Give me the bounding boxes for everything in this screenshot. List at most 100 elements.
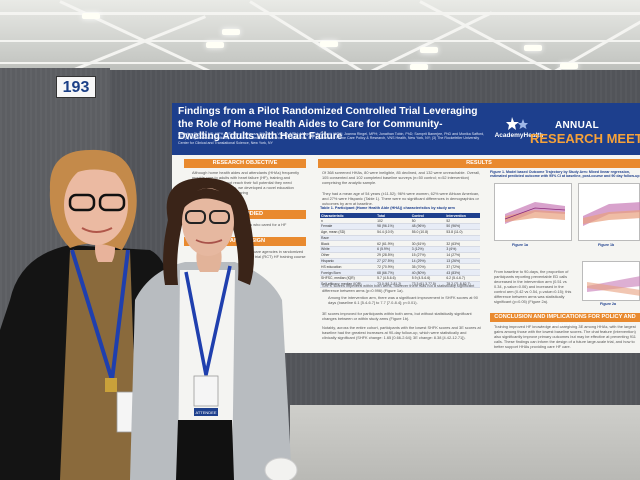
ceiling-light <box>222 29 240 35</box>
table-row: White 6 (5.9%) 3 (12%) 3 (6%) <box>320 246 480 253</box>
table-cell: 50 <box>410 218 446 224</box>
glasses-right-r <box>209 210 230 224</box>
results-text-2: They had a mean age of 54 years (±11.52)… <box>322 191 480 206</box>
table-cell: 5.9 (4.5-6.6) <box>410 275 446 282</box>
design-text: Home care agencies in randomized control… <box>242 249 306 259</box>
badge-right-strip <box>194 408 218 416</box>
table-cell <box>410 235 446 242</box>
section-header-results: RESULTS <box>318 159 640 168</box>
table-cell: White <box>320 246 377 253</box>
table-cell: 3 (12%) <box>410 246 446 253</box>
ceiling-light <box>524 45 542 51</box>
conclusion-text: Training improved HF knowledge and careg… <box>494 324 636 349</box>
ceiling-beam <box>0 62 640 64</box>
table-cell: 73.0 (61.2-81.2) <box>376 281 411 288</box>
table-cell: 50 (96%) <box>445 223 480 230</box>
table-cell: 62 (61.9%) <box>376 240 411 248</box>
section-header-objective: RESEARCH OBJECTIVE <box>184 159 306 168</box>
demographics-table: Characteristic Total Control Intervention n… <box>320 213 480 288</box>
results-text-4: Among the intervention arm, there was a … <box>328 295 478 305</box>
figure-2a <box>582 261 640 301</box>
figure-1b-plot <box>583 202 640 226</box>
table-row: Other 29 (28.5%) 15 (27%) 14 (27%) <box>320 252 480 259</box>
person-left <box>0 149 175 480</box>
table-row: Hispanic 27 (27.5%) 14 (29%) 13 (26%) <box>320 258 480 265</box>
brown-top <box>60 250 138 480</box>
star-icon <box>506 117 528 130</box>
poster-header: Findings from a Pilot Randomized Control… <box>172 103 640 155</box>
figure-2a-label: Figure 2a <box>600 302 616 306</box>
table-row: Foreign Born 68 (66.7%) 40 (80%) 43 (83%) <box>320 269 480 276</box>
table-cell: 48 (96%) <box>410 223 446 230</box>
table-header-cell: Total <box>376 213 411 219</box>
figure-1a-label: Figure 1a <box>512 243 528 247</box>
poster-authors: Madeline Sterling, MD, MPH, MS; Cisco Es… <box>178 132 485 145</box>
figure-1b <box>578 183 640 241</box>
table-row: Female 98 (96.1%) 48 (96%) 50 (96%) <box>320 223 480 230</box>
ceiling-light <box>410 64 428 70</box>
table-cell: 3 (6%) <box>445 246 480 253</box>
smile-right <box>195 239 223 244</box>
table-cell: 40 (80%) <box>410 269 446 276</box>
table-cell: 13 (26%) <box>445 258 480 265</box>
bangs <box>62 162 128 180</box>
table-cell: 32 (63%) <box>445 240 480 248</box>
badge-clip-left <box>105 378 117 392</box>
person-right: ATTENDEE <box>130 177 298 480</box>
table-row: Age, mean (SD) 54.4 (10.9) 55.0 (10.8) 53.8… <box>320 229 480 236</box>
table-cell: Age, mean (SD) <box>320 229 377 236</box>
table-cell <box>376 235 411 242</box>
table-cell: 14 (29%) <box>410 258 446 265</box>
figure-caption: Figure 1. Model based Outcome Trajectory… <box>490 170 640 178</box>
meeting-title-line2: RESEARCH MEETING <box>530 131 640 146</box>
results-text-5: 3E scores improved for participants with… <box>322 311 472 321</box>
table-row: Black 62 (61.9%) 30 (61%) 32 (63%) <box>320 240 480 248</box>
table-cell: 68 (66.7%) <box>376 269 411 276</box>
table-header-cell: Intervention <box>445 213 480 219</box>
table-cell: 37 (72%) <box>445 263 480 271</box>
face-left <box>64 165 128 245</box>
table-cell: Race <box>320 235 377 242</box>
table-row: n 102 50 52 <box>320 218 480 224</box>
table-cell: 35 (70%) <box>410 263 446 271</box>
table-cell: HS education <box>320 263 377 271</box>
section-header-conclusion: CONCLUSION AND IMPLICATIONS FOR POLICY A… <box>490 313 640 329</box>
table-cell: Self-efficacy, median (IQR) <box>320 281 377 288</box>
table-cell: Foreign Born <box>320 269 377 276</box>
black-pants <box>176 420 234 480</box>
ceiling-light <box>206 42 224 48</box>
figure-2a-plot <box>587 276 640 296</box>
table-cell: Hispanic <box>320 258 377 265</box>
table-cell: Black <box>320 240 377 248</box>
table-cell: SHFSC, median (IQR) <box>320 275 377 282</box>
lanyard-right <box>184 265 232 376</box>
badge-right <box>193 375 219 407</box>
table-cell: Female <box>320 223 377 230</box>
table-cell: 43 (83%) <box>445 269 480 276</box>
hair-part <box>182 188 236 210</box>
glasses-right-l <box>185 210 206 224</box>
table-row: Self-efficacy, median (IQR) 73.0 (61.2-81… <box>320 281 480 288</box>
table-cell <box>445 235 480 242</box>
glasses-left-lens <box>68 193 96 212</box>
badge-right-text: ATTENDEE <box>195 410 216 415</box>
table-cell: 14 (27%) <box>445 252 480 259</box>
table-cell: n <box>320 218 377 224</box>
table-header-cell: Control <box>410 213 446 219</box>
studied-text: HHAs who cared for a HF <box>242 222 287 227</box>
logo-text: AcademyHealth <box>494 132 544 139</box>
smile-left <box>81 227 113 233</box>
board-number: 193 <box>56 76 96 98</box>
table-cell: Other <box>320 252 377 259</box>
results-text-3: SHFK scores improved within both arms, h… <box>322 283 475 293</box>
glasses-right-lens <box>98 193 126 212</box>
table-header-row: Characteristic Total Control Intervention <box>320 213 480 219</box>
table-cell: 29 (28.5%) <box>376 252 411 259</box>
academyhealth-logo: AcademyHealth <box>492 117 546 151</box>
coffee-cup <box>264 457 298 480</box>
results-text-6: Notably, across the entire cohort, parti… <box>322 325 481 340</box>
face-right <box>182 188 234 256</box>
table-cell: 53.8 (11.0) <box>445 229 480 236</box>
results-text-1: Of 368 screened HHAs, 80 were ineligible… <box>322 170 481 185</box>
